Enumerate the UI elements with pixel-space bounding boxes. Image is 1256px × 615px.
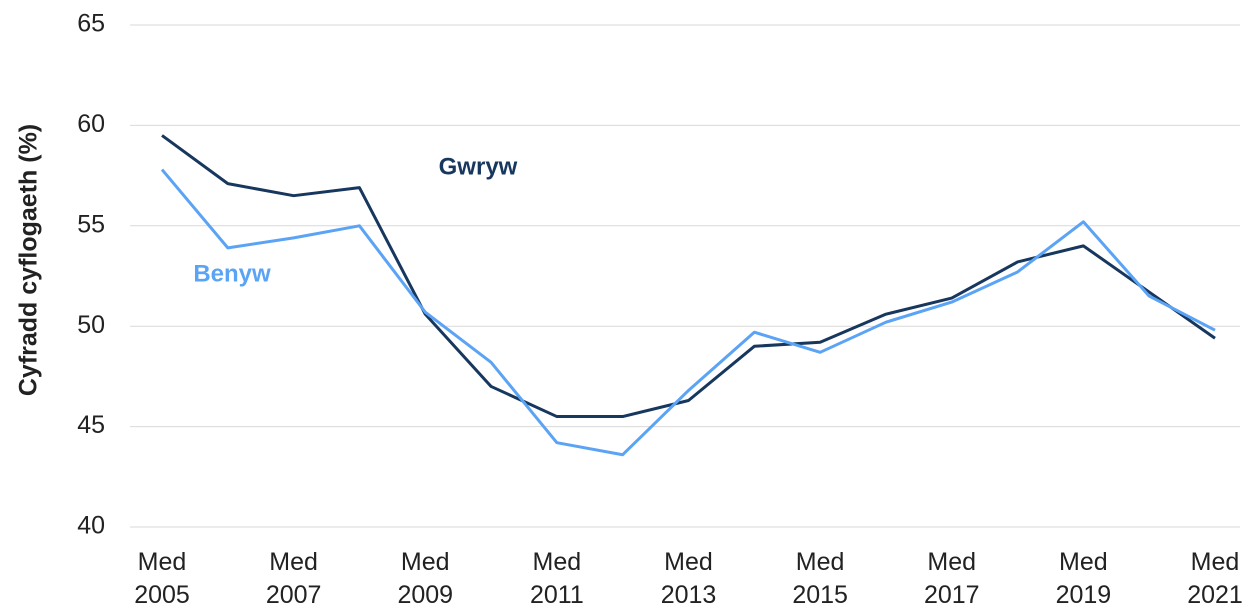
x-tick-label: Med 2015 (792, 548, 848, 609)
x-tick-label: Med 2011 (529, 548, 584, 609)
series-label: Gwryw (439, 153, 518, 180)
x-tick-label: Med 2019 (1055, 548, 1112, 609)
series-line (161, 134, 1216, 419)
y-tick-label: 50 (77, 311, 105, 339)
x-tick-label: Med 2005 (134, 548, 190, 609)
x-tick-label: Med 2007 (265, 548, 322, 609)
y-tick-label: 40 (77, 512, 105, 540)
y-axis-label: Cyfradd cyflogaeth (%) (15, 124, 43, 396)
x-tick-label: Med 2021 (1187, 548, 1243, 609)
y-tick-label: 55 (77, 210, 105, 238)
y-tick-label: 60 (77, 110, 105, 138)
y-tick-label: 45 (77, 411, 105, 439)
x-tick-label: Med 2013 (660, 548, 717, 609)
series-label: Benyw (193, 260, 271, 287)
series-line (160, 168, 1216, 457)
x-tick-label: Med 2017 (923, 548, 980, 609)
x-tick-label: Med 2009 (397, 548, 454, 609)
y-tick-label: 65 (77, 10, 105, 38)
